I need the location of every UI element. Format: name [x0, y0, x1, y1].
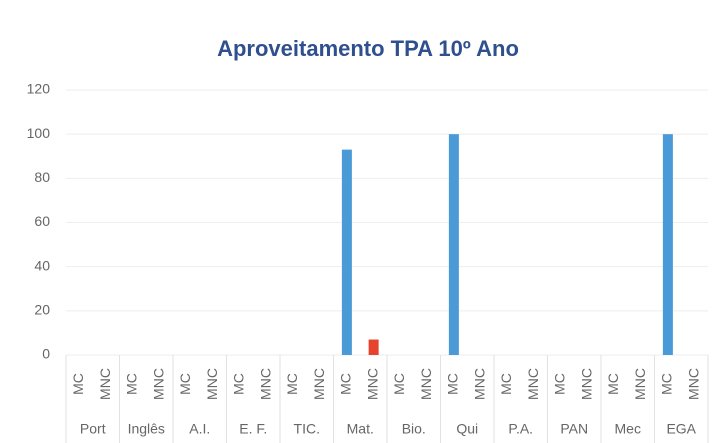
- x-group-label: Inglês: [128, 421, 165, 437]
- x-group-label: EGA: [666, 421, 696, 437]
- y-tick-label: 120: [27, 81, 51, 97]
- x-tick-label: MNC: [311, 368, 327, 400]
- x-group-label: PAN: [560, 421, 588, 437]
- x-tick-label: MC: [70, 373, 86, 395]
- x-group-label: Port: [80, 421, 106, 437]
- x-group-label: Qui: [456, 421, 478, 437]
- y-tick-label: 40: [34, 257, 50, 273]
- x-tick-label: MC: [445, 373, 461, 395]
- x-group-label: A.I.: [189, 421, 210, 437]
- x-tick-label: MNC: [150, 368, 166, 400]
- y-tick-label: 0: [42, 346, 50, 362]
- x-tick-label: MNC: [204, 368, 220, 400]
- x-tick-label: MNC: [418, 368, 434, 400]
- y-tick-label: 20: [34, 302, 50, 318]
- y-tick-label: 60: [34, 213, 50, 229]
- x-tick-label: MC: [284, 373, 300, 395]
- x-tick-label: MC: [552, 373, 568, 395]
- x-tick-label: MNC: [685, 368, 701, 400]
- x-group-label: Mec: [615, 421, 641, 437]
- bar: [368, 339, 379, 355]
- x-tick-label: MC: [338, 373, 354, 395]
- x-tick-label: MC: [124, 373, 140, 395]
- y-tick-label: 100: [27, 125, 51, 141]
- x-tick-label: MC: [498, 373, 514, 395]
- bar: [341, 149, 352, 355]
- x-group-label: P.A.: [508, 421, 533, 437]
- x-tick-label: MNC: [525, 368, 541, 400]
- x-tick-label: MC: [177, 373, 193, 395]
- x-group-label: Mat.: [347, 421, 374, 437]
- bar: [662, 134, 673, 355]
- x-tick-label: MC: [391, 373, 407, 395]
- x-tick-label: MNC: [97, 368, 113, 400]
- x-tick-label: MNC: [632, 368, 648, 400]
- x-tick-label: MNC: [578, 368, 594, 400]
- x-tick-label: MNC: [257, 368, 273, 400]
- x-tick-label: MNC: [364, 368, 380, 400]
- y-tick-label: 80: [34, 169, 50, 185]
- x-group-label: TIC.: [294, 421, 320, 437]
- x-group-label: Bio.: [402, 421, 426, 437]
- x-tick-label: MC: [231, 373, 247, 395]
- bar: [448, 134, 459, 355]
- x-group-label: E. F.: [239, 421, 267, 437]
- x-tick-label: MC: [659, 373, 675, 395]
- x-tick-label: MNC: [471, 368, 487, 400]
- chart-title: Aproveitamento TPA 10º Ano: [217, 36, 519, 61]
- x-tick-label: MC: [605, 373, 621, 395]
